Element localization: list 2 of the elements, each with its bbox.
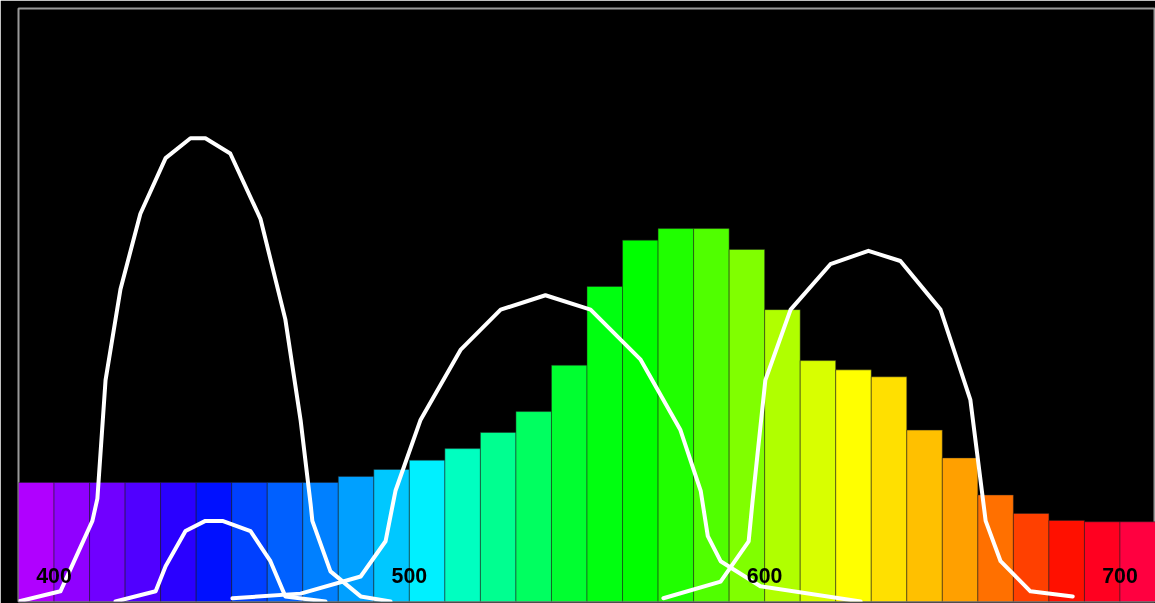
x-tick-label: 700 xyxy=(1102,563,1138,588)
x-tick-label: 500 xyxy=(391,563,428,588)
